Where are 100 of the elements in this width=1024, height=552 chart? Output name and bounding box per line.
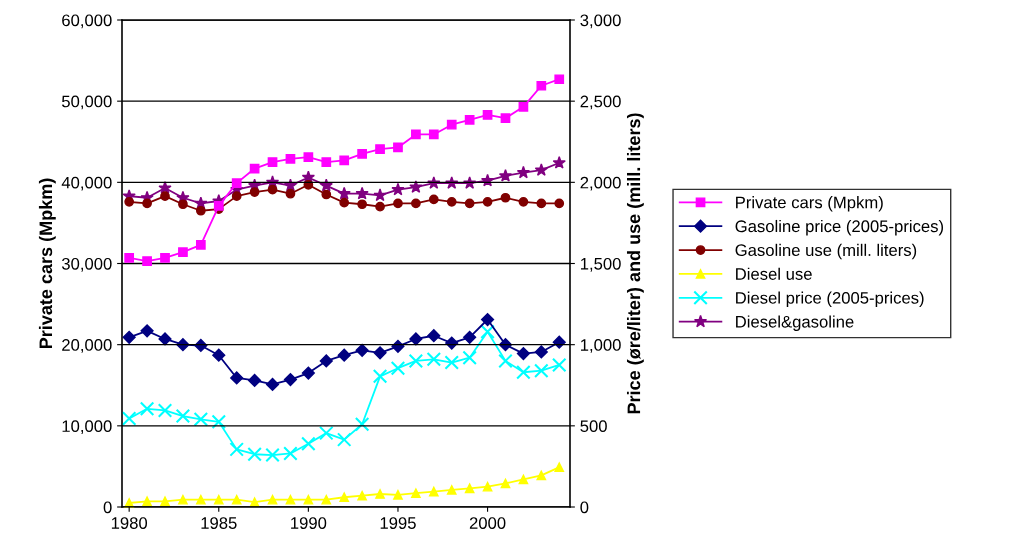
- point: [285, 494, 296, 505]
- point: [373, 188, 387, 202]
- point: [464, 114, 475, 125]
- legend-label: Diesel price (2005-prices): [736, 291, 924, 308]
- point: [480, 312, 495, 327]
- point: [339, 197, 350, 208]
- point: [139, 401, 155, 417]
- point: [409, 180, 423, 193]
- point: [536, 80, 547, 91]
- point: [463, 330, 477, 344]
- y2-tick-label: 1,500: [580, 257, 621, 272]
- point: [283, 446, 298, 461]
- point: [390, 360, 406, 376]
- point: [321, 157, 332, 167]
- y-axis-title: Private cars (Mpkm): [38, 178, 56, 349]
- point: [462, 350, 477, 365]
- point: [195, 494, 206, 505]
- point: [518, 196, 529, 207]
- y2-tick-label: 0: [580, 501, 589, 514]
- point: [357, 199, 367, 210]
- point: [175, 408, 191, 424]
- point: [518, 474, 529, 485]
- point: [498, 353, 513, 369]
- y-tick-label: 30,000: [61, 257, 112, 272]
- point: [464, 198, 475, 209]
- point: [428, 486, 439, 497]
- point: [140, 324, 154, 338]
- point: [516, 364, 531, 380]
- point: [319, 354, 333, 368]
- point: [354, 416, 370, 432]
- point: [230, 371, 244, 385]
- point: [194, 338, 208, 353]
- y2-axis-title: Price (øre/liter) and use (mill. liters): [626, 113, 644, 414]
- point: [372, 369, 388, 384]
- point: [267, 494, 278, 505]
- point: [337, 186, 351, 200]
- point: [193, 412, 209, 427]
- point: [426, 351, 442, 367]
- point: [303, 152, 314, 163]
- point: [427, 329, 441, 343]
- point: [319, 178, 333, 192]
- point: [500, 113, 511, 124]
- point: [498, 338, 513, 352]
- point: [249, 187, 260, 197]
- point: [375, 144, 385, 154]
- y-tick-label: 20,000: [62, 339, 112, 353]
- x-tick-label: 1990: [291, 517, 327, 529]
- legend-label: Diesel use: [736, 267, 812, 280]
- point: [337, 348, 351, 362]
- point: [375, 201, 385, 212]
- y-tick-label: 60,000: [62, 14, 112, 29]
- point: [445, 336, 459, 350]
- point: [285, 153, 296, 164]
- point: [554, 462, 565, 473]
- point: [336, 432, 352, 447]
- y-tick-label: 10,000: [62, 420, 112, 435]
- point: [554, 198, 565, 209]
- point: [355, 343, 369, 357]
- point: [357, 149, 367, 159]
- y-tick-label: 40,000: [61, 176, 112, 191]
- point: [534, 345, 548, 359]
- point: [393, 489, 403, 500]
- point: [482, 481, 493, 492]
- point: [339, 492, 350, 503]
- point: [267, 184, 278, 195]
- point: [551, 357, 567, 373]
- point: [391, 182, 405, 196]
- point: [229, 442, 244, 457]
- point: [552, 155, 566, 169]
- point: [464, 483, 475, 494]
- point: [536, 470, 547, 481]
- point: [355, 186, 369, 200]
- y2-tick-label: 500: [580, 420, 607, 433]
- point: [534, 363, 549, 378]
- point: [231, 178, 242, 189]
- point: [393, 142, 403, 153]
- point: [121, 411, 137, 426]
- point: [283, 372, 298, 387]
- y2-tick-label: 2,000: [580, 176, 621, 191]
- point: [142, 496, 152, 507]
- point: [536, 198, 547, 209]
- point: [391, 339, 405, 353]
- point: [285, 188, 296, 199]
- point: [178, 199, 188, 210]
- point: [157, 403, 173, 418]
- point: [408, 353, 424, 369]
- point: [301, 366, 315, 380]
- x-tick-label: 1985: [201, 517, 237, 529]
- point: [178, 494, 188, 505]
- point: [411, 198, 421, 209]
- y2-tick-label: 3,000: [580, 14, 621, 29]
- point: [160, 191, 170, 201]
- point: [498, 168, 513, 182]
- point: [321, 189, 332, 200]
- point: [444, 355, 460, 370]
- point: [516, 165, 531, 179]
- point: [446, 119, 457, 130]
- point: [303, 494, 314, 505]
- point: [373, 346, 387, 360]
- point: [339, 155, 350, 166]
